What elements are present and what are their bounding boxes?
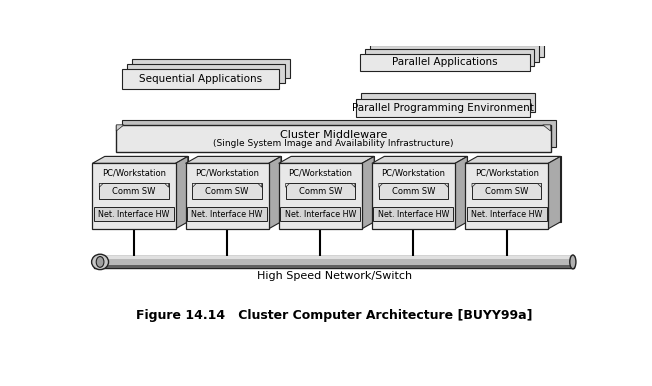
Polygon shape [186, 156, 281, 163]
Polygon shape [543, 125, 550, 131]
Text: Comm SW: Comm SW [205, 186, 249, 196]
Polygon shape [444, 183, 448, 187]
Text: Comm SW: Comm SW [112, 186, 156, 196]
Bar [467, 207, 546, 221]
Ellipse shape [570, 255, 576, 269]
Text: Sequential Applications: Sequential Applications [139, 74, 262, 84]
Bar [361, 54, 529, 71]
Polygon shape [372, 156, 467, 163]
Text: PC/Workstation: PC/Workstation [381, 168, 445, 177]
Bar [122, 69, 280, 89]
Bar [370, 45, 539, 62]
Polygon shape [192, 183, 196, 187]
Bar [94, 256, 574, 259]
Bar [379, 183, 448, 199]
Bar [127, 64, 285, 83]
Text: Comm SW: Comm SW [485, 186, 528, 196]
Bar [280, 207, 361, 221]
Text: Figure 14.14   Cluster Computer Architecture [BUYY99a]: Figure 14.14 Cluster Computer Architectu… [136, 309, 533, 322]
Text: Parallel Applications: Parallel Applications [393, 58, 498, 68]
Polygon shape [116, 125, 124, 131]
Text: PC/Workstation: PC/Workstation [195, 168, 259, 177]
Text: Net. Interface HW: Net. Interface HW [378, 210, 449, 219]
Polygon shape [465, 156, 561, 163]
Bar [374, 40, 544, 57]
Bar [187, 207, 267, 221]
Polygon shape [258, 183, 261, 187]
Bar [116, 125, 550, 152]
Polygon shape [362, 156, 374, 229]
Bar [198, 156, 281, 222]
Text: Net. Interface HW: Net. Interface HW [192, 210, 263, 219]
Polygon shape [278, 156, 374, 163]
Bar [384, 156, 467, 222]
Polygon shape [472, 183, 476, 187]
Text: Net. Interface HW: Net. Interface HW [471, 210, 542, 219]
Bar [105, 156, 188, 222]
Bar [374, 207, 454, 221]
Polygon shape [548, 156, 561, 229]
Bar [94, 265, 574, 268]
Text: Comm SW: Comm SW [392, 186, 435, 196]
Text: PC/Workstation: PC/Workstation [475, 168, 539, 177]
Text: Parallel Programming Environment: Parallel Programming Environment [352, 103, 533, 113]
Bar [465, 163, 548, 229]
Polygon shape [537, 183, 541, 187]
Bar [477, 156, 561, 222]
Text: Net. Interface HW: Net. Interface HW [98, 210, 170, 219]
Bar [472, 183, 541, 199]
Text: PC/Workstation: PC/Workstation [102, 168, 166, 177]
Bar [99, 183, 169, 199]
Bar [365, 49, 535, 66]
Bar [94, 256, 574, 268]
Polygon shape [379, 183, 383, 187]
Polygon shape [455, 156, 467, 229]
Text: Cluster Middleware: Cluster Middleware [280, 130, 387, 140]
Bar [372, 163, 455, 229]
Polygon shape [93, 156, 188, 163]
Bar [93, 163, 175, 229]
Polygon shape [175, 156, 188, 229]
Text: (Single System Image and Availability Infrastructure): (Single System Image and Availability In… [213, 139, 454, 148]
Bar [286, 183, 355, 199]
Bar [122, 120, 556, 147]
Text: Net. Interface HW: Net. Interface HW [285, 210, 356, 219]
Text: High Speed Network/Switch: High Speed Network/Switch [257, 271, 411, 281]
Polygon shape [286, 183, 289, 187]
Bar [186, 163, 269, 229]
Bar [291, 156, 374, 222]
Polygon shape [269, 156, 281, 229]
Bar [278, 163, 362, 229]
Bar [192, 183, 261, 199]
Bar [132, 59, 290, 78]
Bar [361, 93, 535, 112]
Polygon shape [351, 183, 355, 187]
Bar [356, 99, 529, 117]
Text: Comm SW: Comm SW [299, 186, 342, 196]
Ellipse shape [91, 254, 108, 269]
Bar [94, 207, 174, 221]
Ellipse shape [96, 257, 104, 267]
Text: PC/Workstation: PC/Workstation [288, 168, 352, 177]
Polygon shape [165, 183, 169, 187]
Polygon shape [99, 183, 103, 187]
